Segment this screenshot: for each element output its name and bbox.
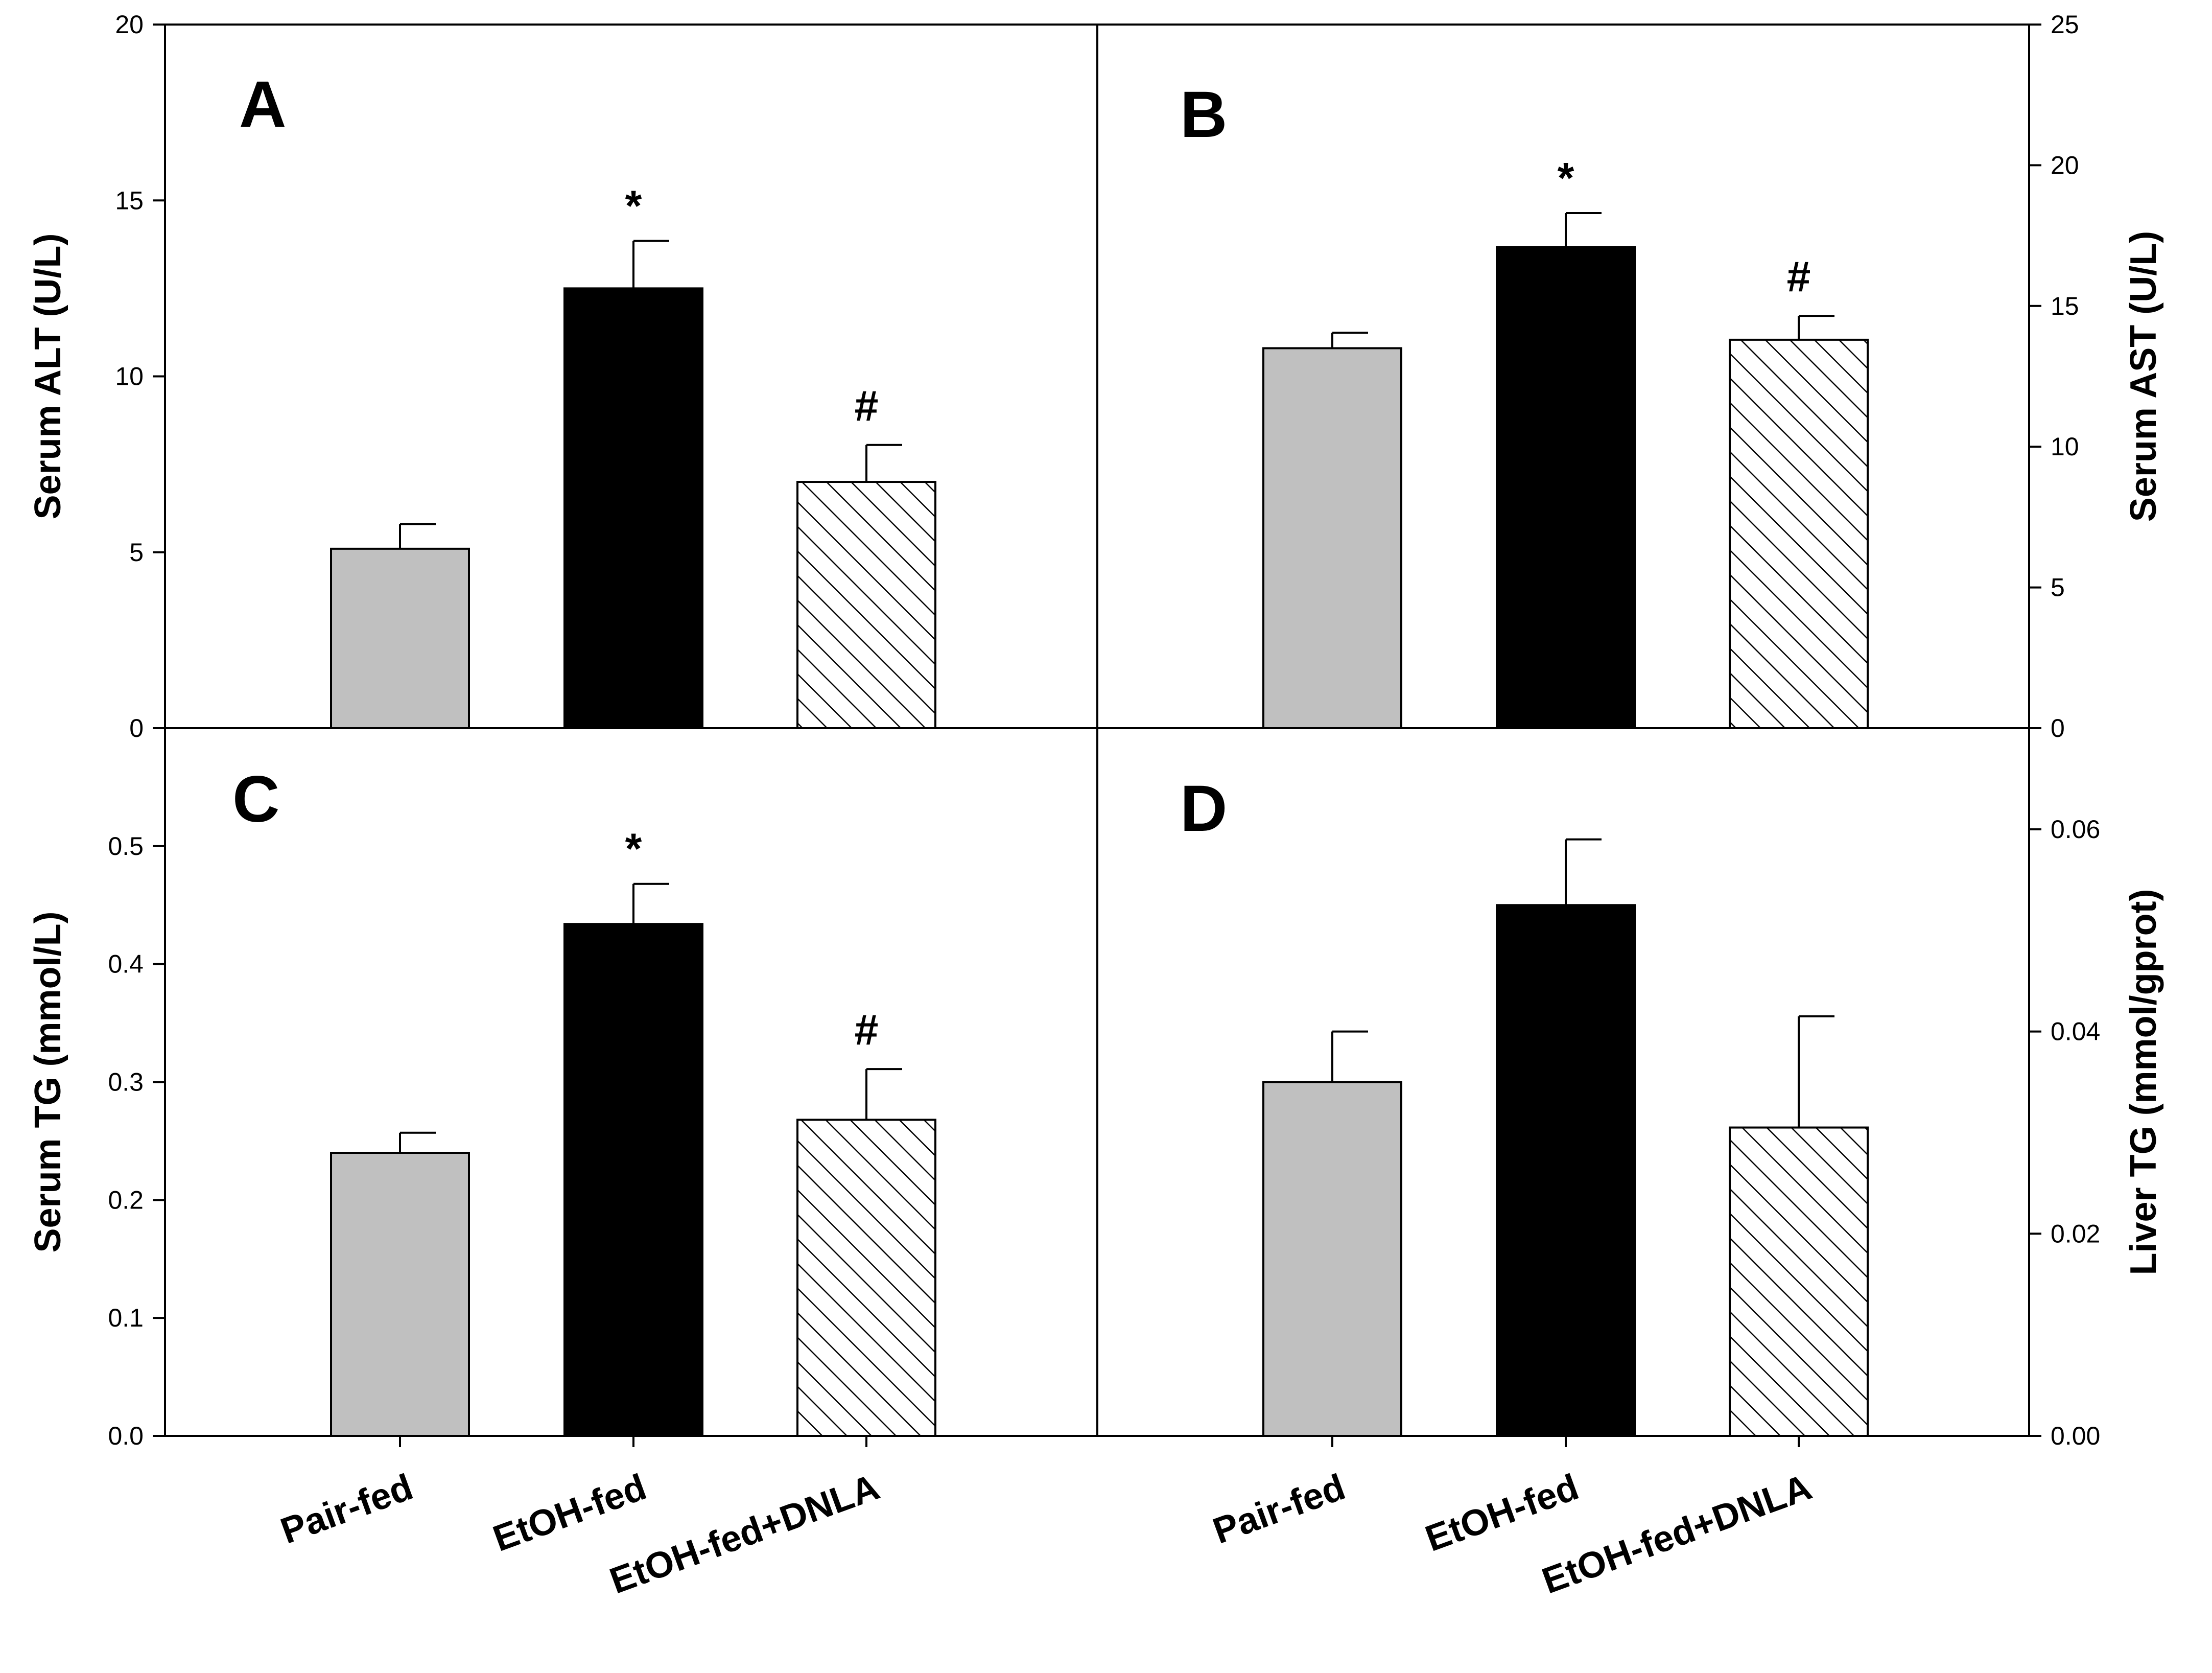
ytick-label-b-1: 5 (2051, 573, 2065, 602)
panel-letter-b: B (1180, 78, 1227, 151)
ytick-label-c-2: 0.2 (108, 1186, 144, 1214)
ytick-label-c-0: 0.0 (108, 1422, 144, 1450)
significance-c-2: * (625, 825, 642, 873)
bar-c-1 (330, 1152, 470, 1437)
ytick-label-a-3: 15 (115, 186, 144, 215)
significance-a-2: * (625, 181, 642, 229)
significance-c-3: # (855, 1006, 879, 1054)
ytick-label-c-4: 0.4 (108, 950, 144, 979)
panel-letter-c: C (232, 763, 279, 836)
ytick-label-a-2: 10 (115, 362, 144, 391)
ytick-label-a-4: 20 (115, 10, 144, 39)
ylabel-b: Serum AST (U/L) (2123, 231, 2164, 522)
panel-letter-a: A (239, 68, 286, 141)
bar-a-2 (563, 287, 703, 729)
bar-b-2 (1496, 246, 1636, 729)
bar-c-2 (563, 923, 703, 1437)
ytick-label-d-1: 0.02 (2051, 1219, 2100, 1248)
ylabel-c: Serum TG (mmol/L) (28, 911, 68, 1252)
ytick-label-b-5: 25 (2051, 10, 2079, 39)
bar-a-1 (330, 547, 470, 729)
ytick-label-c-3: 0.3 (108, 1068, 144, 1097)
bar-b-3 (1729, 338, 1869, 729)
ytick-label-c-5: 0.5 (108, 832, 144, 861)
panel-b: * #0 5 10 15 20 25 Serum AST (U/L) B (1180, 10, 2164, 742)
axes-frame (164, 24, 2030, 1437)
plot-area: * #0 5 10 15 20 Serum ALT (U/L) A * #0 5 10 15 20 25 Se… (28, 10, 2164, 1602)
ytick-label-d-0: 0.00 (2051, 1422, 2100, 1450)
panel-letter-d: D (1180, 772, 1227, 845)
bar-a-3 (796, 481, 936, 729)
ylabel-a: Serum ALT (U/L) (28, 234, 68, 520)
ytick-label-b-4: 20 (2051, 151, 2079, 179)
ytick-label-b-2: 10 (2051, 432, 2079, 461)
significance-a-3: # (855, 382, 879, 430)
ytick-label-a-0: 0 (129, 714, 144, 742)
ytick-label-a-1: 5 (129, 538, 144, 567)
bar-b-1 (1262, 347, 1402, 729)
significance-b-3: # (1787, 252, 1811, 300)
significance-b-2: * (1558, 154, 1574, 202)
bar-d-1 (1262, 1081, 1402, 1437)
bar-d-3 (1729, 1126, 1869, 1437)
bar-c-3 (796, 1119, 936, 1437)
ytick-label-d-3: 0.06 (2051, 815, 2100, 844)
ytick-label-c-1: 0.1 (108, 1304, 144, 1332)
ylabel-d: Liver TG (mmol/gprot) (2123, 889, 2164, 1275)
ytick-label-b-3: 15 (2051, 292, 2079, 320)
bar-d-2 (1496, 904, 1636, 1437)
ytick-label-d-2: 0.04 (2051, 1017, 2100, 1046)
ytick-label-b-0: 0 (2051, 714, 2065, 742)
